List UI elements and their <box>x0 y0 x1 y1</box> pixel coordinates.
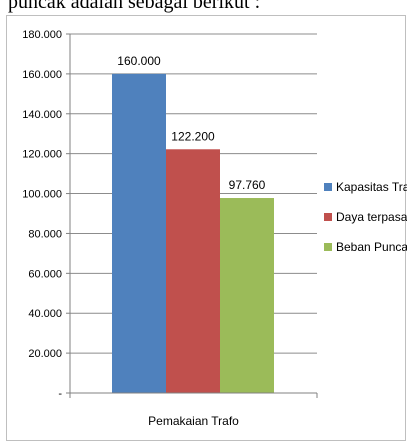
legend-label: Daya terpasang <box>336 210 407 224</box>
bar-kapasitas-trafo <box>112 73 166 393</box>
bar-beban-puncak <box>220 198 274 393</box>
bar-daya-terpasang <box>166 149 220 393</box>
y-tick-label: 60.000 <box>28 268 62 280</box>
x-category-label: Pemakaian Trafo <box>148 414 239 428</box>
y-tick-label: 80.000 <box>28 228 62 240</box>
legend-swatch <box>324 243 332 251</box>
data-label: 160.000 <box>117 54 161 68</box>
caption-text: puncak adalah sebagai berikut : <box>8 0 261 13</box>
chart-frame: - 20.000 40.000 60.000 80.000 100.000 120.000 1… <box>6 15 407 441</box>
legend: Kapasitas Trafo Daya terpasang Beban Punca… <box>324 180 407 254</box>
legend-swatch <box>324 213 332 221</box>
x-axis-categories: Pemakaian Trafo <box>148 414 239 428</box>
y-tick-label: - <box>58 388 62 400</box>
y-axis-ticks: - 20.000 40.000 60.000 80.000 100.000 120.000 1… <box>22 29 70 400</box>
legend-label: Beban Puncak <box>336 240 407 254</box>
bars <box>112 73 274 393</box>
bar-chart: - 20.000 40.000 60.000 80.000 100.000 120.000 1… <box>22 29 407 428</box>
y-tick-label: 180.000 <box>22 29 62 41</box>
data-label: 97.760 <box>229 178 266 192</box>
axes <box>69 34 318 398</box>
y-tick-label: 100.000 <box>22 189 62 201</box>
legend-label: Kapasitas Trafo <box>336 180 407 194</box>
data-label: 122.200 <box>171 129 215 143</box>
y-tick-label: 20.000 <box>28 348 62 360</box>
data-labels: 160.000 122.200 97.760 <box>117 54 265 192</box>
y-tick-label: 120.000 <box>22 149 62 161</box>
y-tick-label: 160.000 <box>22 69 62 81</box>
legend-swatch <box>324 183 332 191</box>
y-tick-label: 40.000 <box>28 308 62 320</box>
y-tick-label: 140.000 <box>22 109 62 121</box>
